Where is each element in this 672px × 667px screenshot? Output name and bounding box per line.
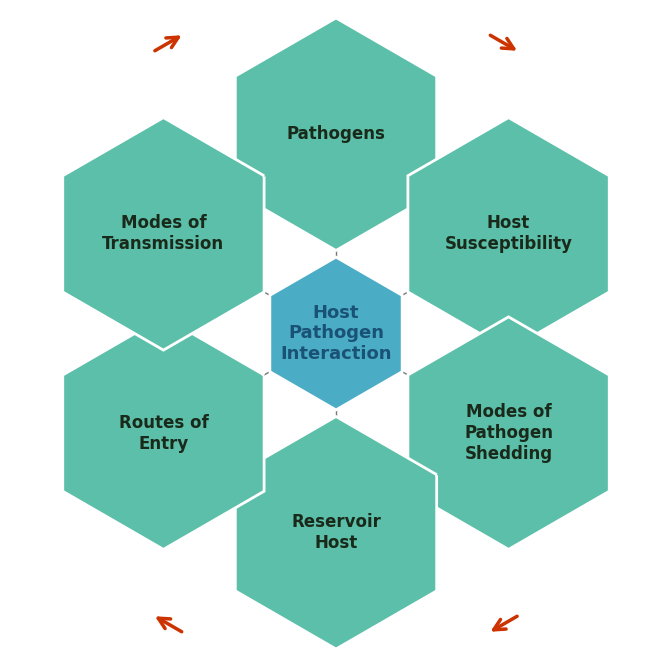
Text: Routes of
Entry: Routes of Entry [118,414,208,452]
Text: Reservoir
Host: Reservoir Host [291,514,381,552]
Polygon shape [408,117,610,350]
Polygon shape [235,416,437,649]
Text: Host
Susceptibility: Host Susceptibility [445,215,573,253]
Text: Pathogens: Pathogens [286,125,386,143]
Polygon shape [270,257,402,410]
Polygon shape [408,317,610,550]
Polygon shape [62,117,264,350]
Text: Modes of
Transmission: Modes of Transmission [102,215,224,253]
Text: Modes of
Pathogen
Shedding: Modes of Pathogen Shedding [464,404,553,463]
Polygon shape [62,317,264,550]
Polygon shape [235,18,437,251]
Text: Host
Pathogen
Interaction: Host Pathogen Interaction [280,303,392,364]
